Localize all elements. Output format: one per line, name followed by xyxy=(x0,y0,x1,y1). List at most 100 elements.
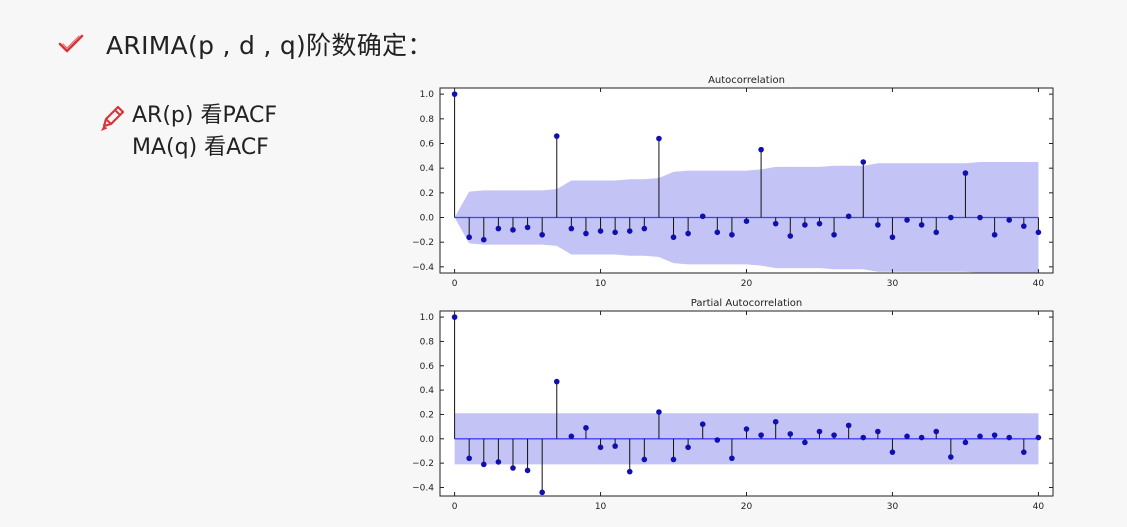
data-point xyxy=(612,443,618,449)
y-tick-label: 1.0 xyxy=(420,313,435,323)
data-point xyxy=(889,449,896,455)
data-point xyxy=(860,159,867,165)
data-point xyxy=(802,222,808,228)
x-tick-label: 20 xyxy=(741,279,753,289)
x-tick-label: 30 xyxy=(887,279,899,289)
axes-background xyxy=(440,311,1053,496)
data-point xyxy=(699,421,706,427)
x-tick-label: 20 xyxy=(741,502,753,512)
y-tick-label: −0.2 xyxy=(412,459,434,469)
data-point xyxy=(583,425,589,431)
chart-pacf: Partial Autocorrelation 0 10 20 30 40 −0.4 −0.2… xyxy=(412,298,1054,512)
chart-title: Partial Autocorrelation xyxy=(691,298,802,309)
data-point xyxy=(524,224,531,231)
y-tick-label: 0.0 xyxy=(420,214,435,224)
x-tick-label: 0 xyxy=(452,502,458,512)
y-tick-label: 0.4 xyxy=(420,386,435,396)
heading: ARIMA(p , d , q)阶数确定： xyxy=(58,26,433,62)
data-point xyxy=(714,229,721,236)
chart-acf: Autocorrelation 0 10 20 30 40 −0.4 −0.2 0.0 0.2 0.… xyxy=(412,75,1054,289)
data-point xyxy=(539,231,545,238)
data-point xyxy=(1021,223,1027,229)
data-point xyxy=(743,426,750,432)
data-point xyxy=(597,228,604,234)
y-tick-label: −0.4 xyxy=(412,483,434,493)
data-point xyxy=(466,234,472,241)
x-tick-label: 0 xyxy=(452,279,458,289)
y-tick-label: 1.0 xyxy=(420,90,435,100)
chart-title: Autocorrelation xyxy=(708,75,785,86)
data-point xyxy=(875,222,881,228)
note-ma: MA(q) 看ACF xyxy=(132,135,269,160)
data-point xyxy=(948,214,954,221)
data-point xyxy=(670,456,677,463)
data-point xyxy=(831,231,837,238)
data-point xyxy=(991,231,998,238)
data-point xyxy=(772,220,779,227)
data-point xyxy=(904,433,910,440)
y-tick-label: 0.0 xyxy=(420,435,435,445)
data-point xyxy=(860,434,867,441)
y-tick-label: 0.2 xyxy=(420,189,434,199)
data-point xyxy=(495,459,502,465)
data-point xyxy=(816,220,823,227)
data-point xyxy=(641,225,648,232)
data-point xyxy=(524,467,531,474)
y-tick-label: 0.6 xyxy=(420,140,435,150)
data-point xyxy=(626,468,633,475)
y-tick-label: 0.8 xyxy=(420,115,435,125)
pencil-icon xyxy=(100,105,125,131)
data-point xyxy=(1035,229,1042,236)
data-point xyxy=(962,170,969,176)
data-point xyxy=(626,228,633,234)
check-icon xyxy=(58,34,84,53)
data-point xyxy=(1035,434,1042,441)
data-point xyxy=(977,433,983,440)
data-point xyxy=(831,432,837,438)
data-point xyxy=(641,456,648,463)
heading-text: ARIMA(p , d , q)阶数确定： xyxy=(106,31,433,60)
data-point xyxy=(685,230,691,237)
data-point xyxy=(553,133,560,139)
data-point xyxy=(612,229,618,236)
data-point xyxy=(933,428,940,435)
y-tick-label: −0.4 xyxy=(412,263,434,273)
x-tick-label: 10 xyxy=(595,502,607,512)
x-tick-label: 40 xyxy=(1033,502,1045,512)
data-point xyxy=(553,378,560,385)
data-point xyxy=(743,218,750,224)
data-point xyxy=(1021,449,1027,455)
data-point xyxy=(918,222,925,228)
data-point xyxy=(772,418,779,425)
data-point xyxy=(670,234,677,241)
x-tick-label: 30 xyxy=(887,502,899,512)
data-point xyxy=(889,234,896,241)
data-point xyxy=(977,214,983,221)
data-point xyxy=(597,444,604,451)
y-tick-label: 0.4 xyxy=(420,164,435,174)
data-point xyxy=(510,465,516,471)
data-point xyxy=(918,434,925,441)
y-tick-label: 0.6 xyxy=(420,362,435,372)
data-point xyxy=(845,422,852,429)
data-point xyxy=(758,146,764,153)
data-point xyxy=(758,432,764,438)
data-point xyxy=(845,213,852,220)
plot-area: Autocorrelation 0 10 20 30 40 −0.4 −0.2 0.0 0.2 0.… xyxy=(390,70,1070,519)
y-tick-label: −0.2 xyxy=(412,238,434,248)
y-tick-label: 0.8 xyxy=(420,337,435,347)
data-point xyxy=(656,135,662,142)
data-point xyxy=(816,428,823,435)
data-point xyxy=(568,225,575,232)
data-point xyxy=(539,489,545,496)
data-point xyxy=(451,314,458,320)
data-point xyxy=(962,439,969,446)
x-tick-label: 10 xyxy=(595,279,607,289)
data-point xyxy=(787,233,794,239)
y-tick-label: 0.2 xyxy=(420,410,434,420)
data-point xyxy=(510,227,516,233)
data-point xyxy=(904,217,910,223)
data-point xyxy=(802,439,808,446)
data-point xyxy=(583,230,589,237)
note-ar: AR(p) 看PACF xyxy=(132,103,277,128)
